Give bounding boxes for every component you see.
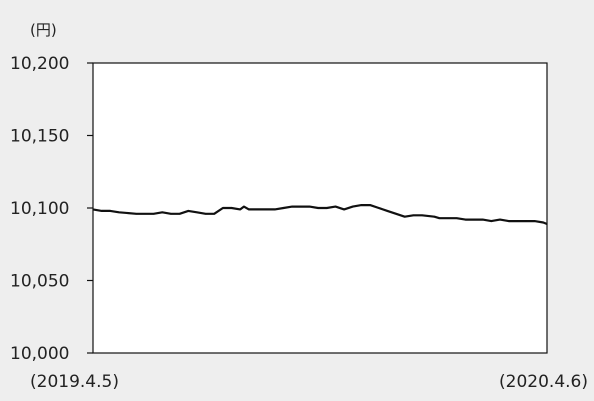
y-tick-label: 10,150 <box>10 127 69 147</box>
data-point <box>230 207 233 209</box>
data-point <box>265 208 267 211</box>
data-point <box>92 208 94 211</box>
data-point <box>412 214 414 216</box>
data-point <box>386 210 389 212</box>
x-axis-end-label: (2020.4.6) <box>499 372 588 392</box>
data-point <box>438 217 440 219</box>
data-point <box>239 208 241 211</box>
data-point <box>378 207 380 209</box>
data-point <box>326 207 328 209</box>
data-point <box>222 207 224 209</box>
y-tick-label: 10,000 <box>10 344 69 364</box>
data-point <box>153 213 155 215</box>
data-point <box>525 220 527 222</box>
data-point <box>456 217 458 219</box>
data-point <box>490 220 492 222</box>
data-point <box>135 213 137 215</box>
x-axis-start-label: (2019.4.5) <box>30 372 119 392</box>
data-point <box>546 223 548 225</box>
y-tick-label: 10,050 <box>10 272 69 292</box>
data-point <box>334 205 337 208</box>
data-point <box>282 207 285 209</box>
data-point <box>542 221 544 224</box>
data-point <box>213 213 215 215</box>
data-point <box>243 205 245 208</box>
data-point <box>421 214 423 216</box>
data-point <box>473 219 475 221</box>
y-axis-unit-label: (円) <box>30 21 57 39</box>
data-point <box>109 210 111 212</box>
data-point <box>352 205 354 208</box>
series-line <box>92 204 548 226</box>
data-point <box>291 205 293 208</box>
data-point <box>196 211 198 213</box>
data-point <box>317 207 319 209</box>
data-point <box>300 205 302 208</box>
y-axis: 10,200 10,150 10,100 10,050 10,000 <box>10 54 93 364</box>
data-point <box>343 208 345 211</box>
data-point <box>395 213 397 215</box>
data-point <box>170 213 172 215</box>
data-point <box>256 208 259 211</box>
data-point <box>161 211 163 213</box>
data-point <box>144 213 146 215</box>
data-point <box>101 210 103 212</box>
data-point <box>464 219 466 221</box>
y-tick-label: 10,200 <box>10 54 69 74</box>
data-point <box>204 213 207 215</box>
data-point <box>447 217 449 219</box>
data-point <box>499 219 501 221</box>
data-point <box>508 220 510 222</box>
data-point <box>433 216 436 218</box>
data-point <box>178 213 181 215</box>
y-tick-label: 10,100 <box>10 199 69 219</box>
data-point <box>404 216 406 218</box>
data-point <box>516 220 518 222</box>
data-point <box>274 208 276 211</box>
data-point <box>308 205 311 208</box>
data-point <box>482 219 484 221</box>
data-point <box>534 220 536 222</box>
data-point <box>248 208 250 211</box>
data-point <box>118 211 120 213</box>
data-point <box>360 204 363 206</box>
data-point <box>369 204 371 206</box>
data-point <box>187 210 189 212</box>
series-layer <box>92 204 548 226</box>
